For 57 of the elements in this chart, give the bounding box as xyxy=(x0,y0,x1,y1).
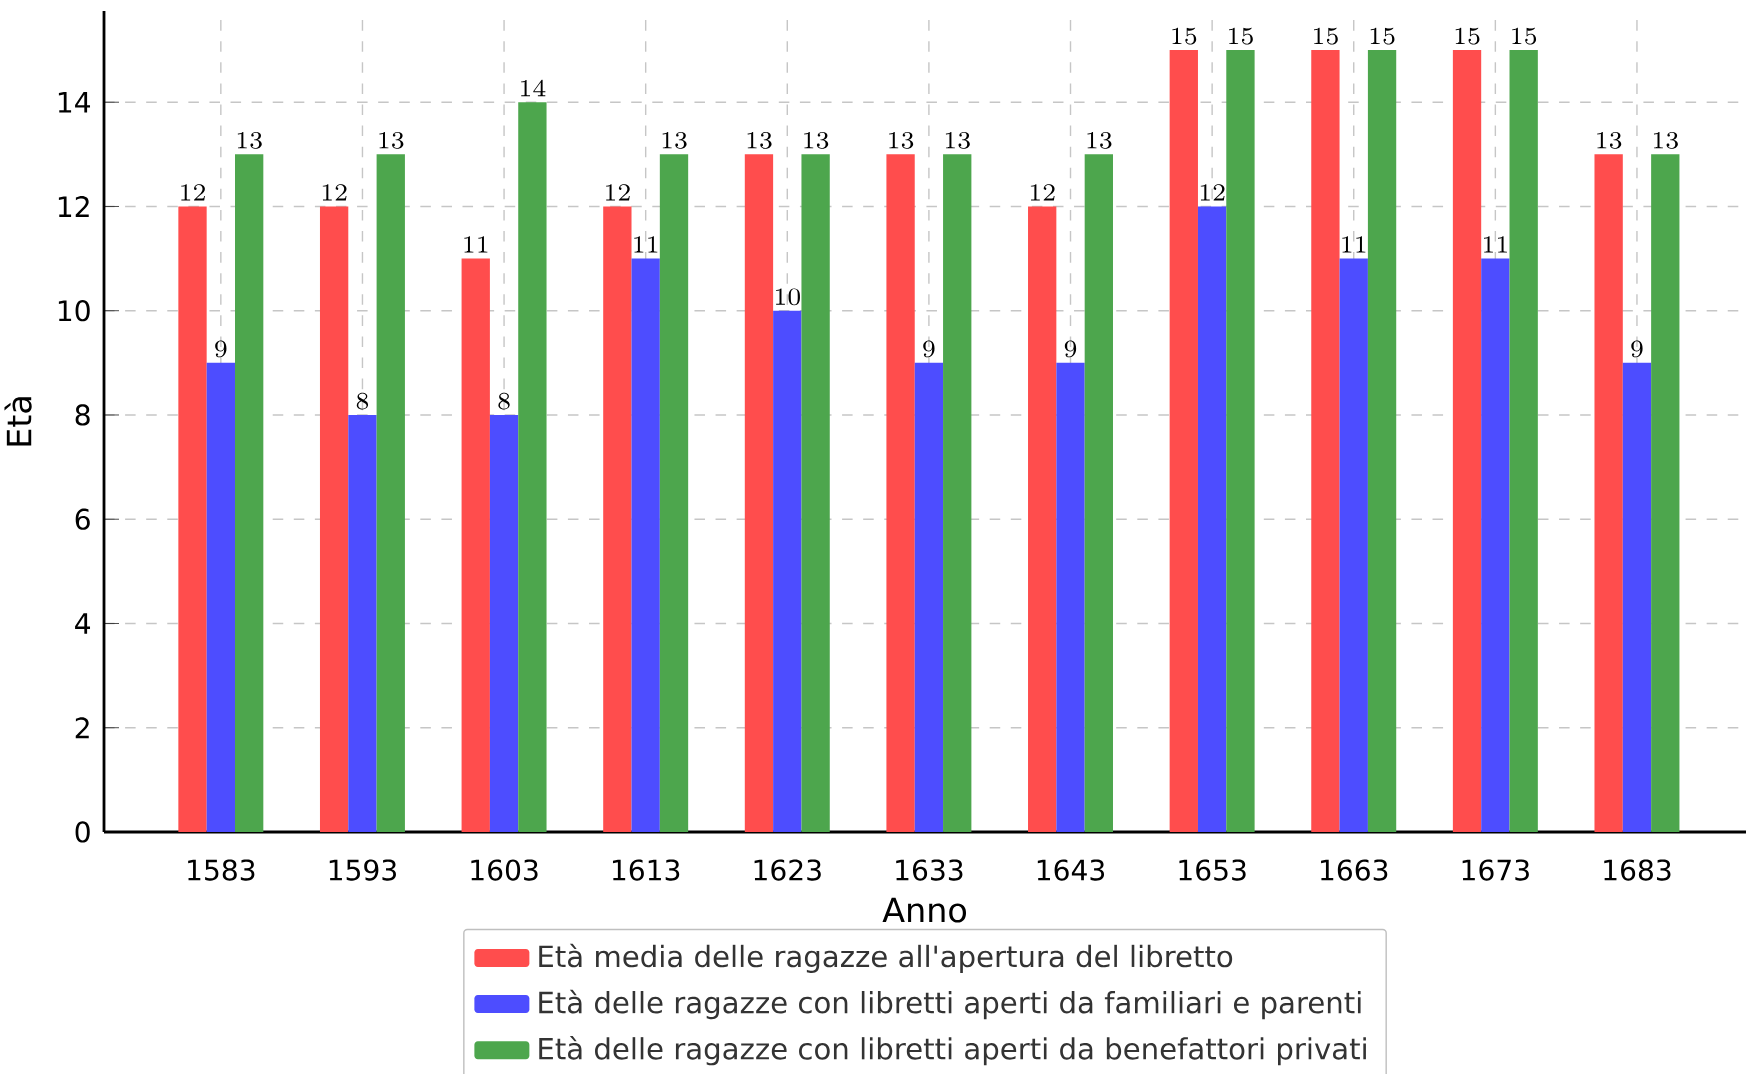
data-label: 12 xyxy=(1030,184,1055,201)
x-tick-label: 1593 xyxy=(329,859,396,881)
data-label: 14 xyxy=(521,79,546,97)
data-label: 13 xyxy=(804,132,829,149)
y-tick-label: 8 xyxy=(75,404,90,426)
x-tick-label: 1673 xyxy=(1462,859,1529,881)
data-label: 11 xyxy=(464,236,488,253)
data-label: 15 xyxy=(1172,27,1197,45)
data-label: 15 xyxy=(1512,27,1537,45)
data-label: 9 xyxy=(1631,340,1643,358)
data-label: 13 xyxy=(237,132,262,149)
x-tick-label: 1653 xyxy=(1179,859,1246,881)
data-label: 9 xyxy=(1064,340,1077,358)
data-label: 8 xyxy=(498,392,510,410)
data-label: 11 xyxy=(634,236,658,253)
data-label: 10 xyxy=(775,288,800,306)
x-tick-label: 1633 xyxy=(896,859,963,881)
data-label: 9 xyxy=(923,340,935,358)
x-tick-label: 1643 xyxy=(1037,859,1105,881)
y-tick-label: 14 xyxy=(58,91,91,113)
x-tick-label: 1603 xyxy=(471,859,538,881)
data-label: 15 xyxy=(1455,27,1480,45)
data-label: 11 xyxy=(1342,236,1366,253)
legend-label: Età delle ragazze con libretti aperti da familiari e parenti xyxy=(539,989,1361,1020)
legend-label: Età delle ragazze con libretti aperti da benefattori privati xyxy=(539,1035,1366,1066)
data-label: 13 xyxy=(945,132,970,149)
y-tick-label: 2 xyxy=(75,717,89,739)
y-tick-label: 0 xyxy=(75,821,90,843)
y-tick-label: 12 xyxy=(58,196,89,217)
x-axis-title: Anno xyxy=(882,897,967,923)
data-label: 13 xyxy=(379,132,404,149)
data-label: 13 xyxy=(747,132,772,149)
data-label: 13 xyxy=(1597,132,1622,149)
data-label: 12 xyxy=(606,184,630,201)
data-label: 13 xyxy=(662,132,687,149)
data-label: 13 xyxy=(1653,132,1678,149)
x-tick-label: 1683 xyxy=(1604,859,1671,881)
data-label: 15 xyxy=(1229,27,1253,45)
x-tick-label: 1583 xyxy=(188,859,255,881)
data-label: 13 xyxy=(889,132,914,149)
x-tick-label: 1613 xyxy=(612,859,680,881)
y-tick-label: 10 xyxy=(58,300,90,322)
x-tick-label: 1623 xyxy=(754,859,821,881)
data-label: 12 xyxy=(322,184,347,201)
data-label: 15 xyxy=(1314,27,1338,45)
data-label: 11 xyxy=(1484,236,1507,253)
data-label: 9 xyxy=(215,340,227,358)
y-tick-label: 6 xyxy=(75,508,90,530)
data-label: 12 xyxy=(181,184,205,201)
y-tick-label: 4 xyxy=(75,613,91,634)
legend-label: Età media delle ragazze all'apertura del libretto xyxy=(539,943,1233,974)
data-label: 12 xyxy=(1200,184,1225,201)
data-label: 15 xyxy=(1370,27,1395,45)
data-label: 13 xyxy=(1087,132,1112,149)
y-axis-title: Età xyxy=(4,397,32,446)
data-label: 8 xyxy=(356,392,369,410)
x-tick-label: 1663 xyxy=(1321,859,1388,881)
